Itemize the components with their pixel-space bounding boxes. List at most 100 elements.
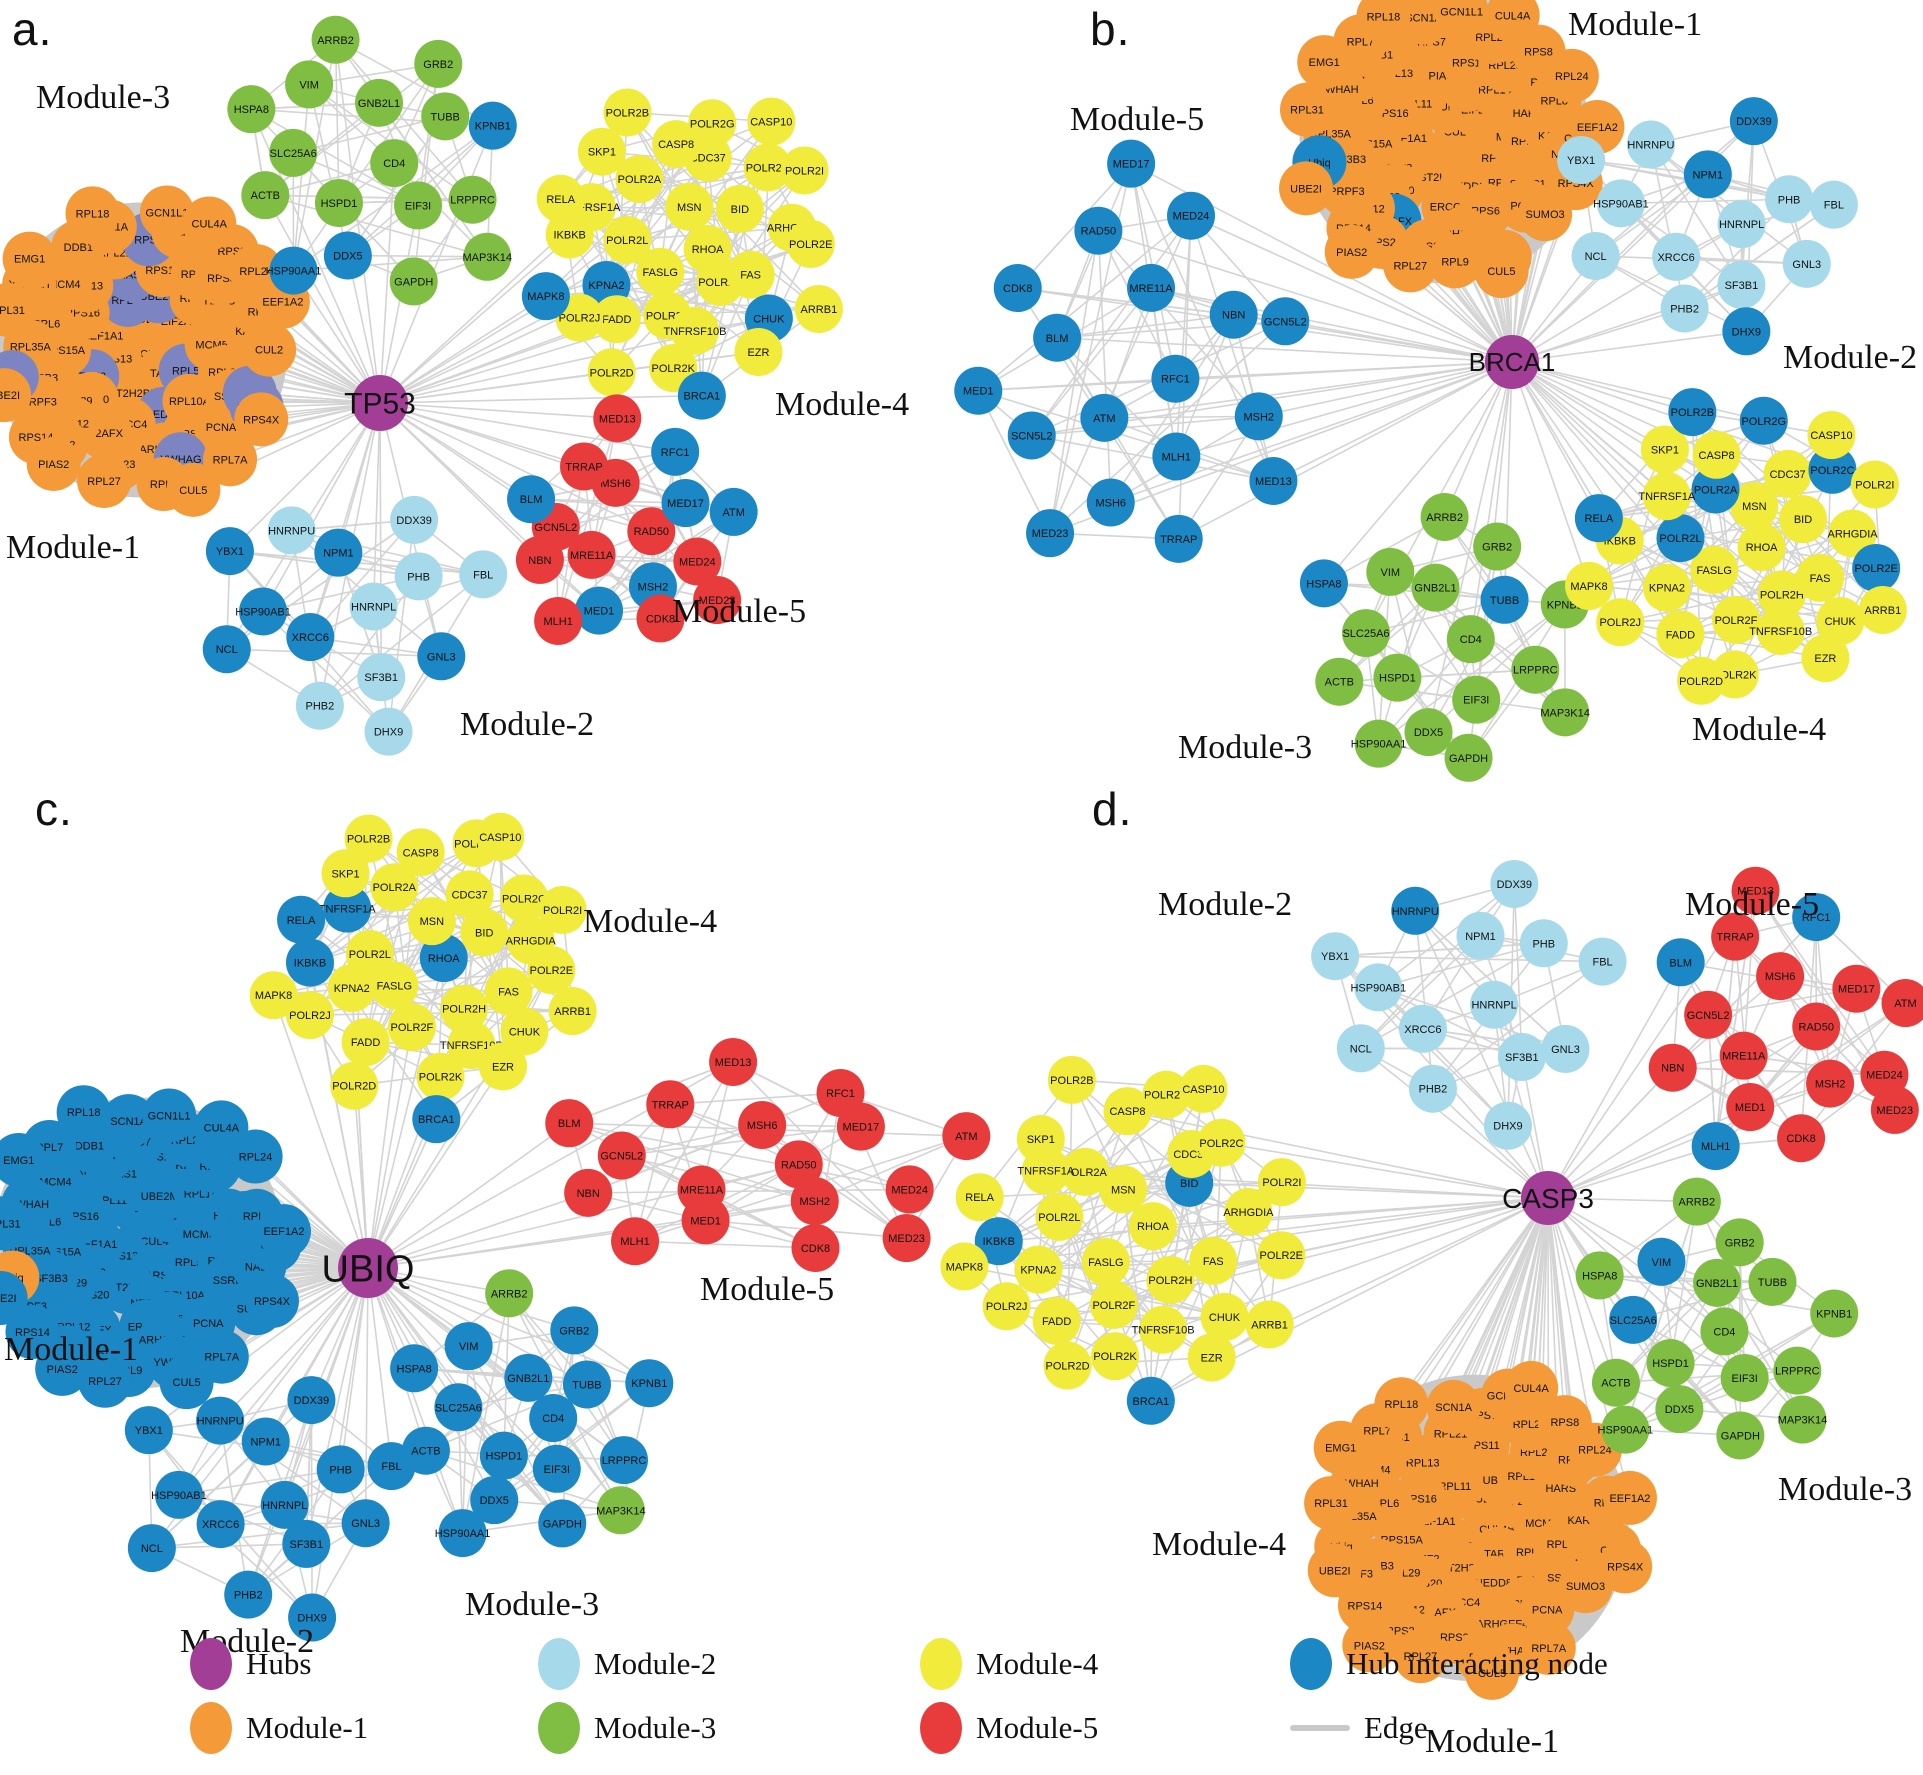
- node-DDX39[interactable]: [287, 1376, 336, 1425]
- node-POLR2F[interactable]: [1089, 1280, 1138, 1329]
- node-CHUK[interactable]: [500, 1007, 549, 1056]
- node-RPL18[interactable]: [65, 186, 120, 241]
- node-POLR2H[interactable]: [1757, 570, 1806, 619]
- node-ATM[interactable]: [1881, 979, 1923, 1028]
- node-DHX9[interactable]: [1722, 307, 1771, 356]
- node-DHX9[interactable]: [288, 1593, 337, 1642]
- node-CASP10[interactable]: [1179, 1064, 1228, 1113]
- node-SLC25A6[interactable]: [1342, 609, 1391, 658]
- node-ACTB[interactable]: [401, 1426, 450, 1475]
- hub-UBIQ[interactable]: [338, 1238, 398, 1298]
- node-NCL[interactable]: [1571, 231, 1620, 280]
- node-POLR2E[interactable]: [1257, 1231, 1306, 1280]
- node-GCN5L2[interactable]: [1261, 297, 1310, 346]
- node-POLR2J[interactable]: [285, 991, 334, 1040]
- node-TNFRSF1A[interactable]: [1642, 472, 1691, 521]
- node-RPL9[interactable]: [1428, 234, 1483, 289]
- node-HSP90AA1[interactable]: [269, 246, 318, 295]
- node-XRCC6[interactable]: [1652, 232, 1701, 281]
- node-IKBKB[interactable]: [974, 1217, 1023, 1266]
- node-MED17[interactable]: [1107, 139, 1156, 188]
- node-MED1[interactable]: [954, 366, 1003, 415]
- node-MSN[interactable]: [1730, 481, 1779, 530]
- node-TUBB[interactable]: [1748, 1257, 1797, 1306]
- node-NCL[interactable]: [1336, 1024, 1385, 1073]
- node-GAPDH[interactable]: [1444, 733, 1493, 782]
- node-GCN1L1[interactable]: [1434, 0, 1489, 39]
- node-KPNB1[interactable]: [625, 1359, 674, 1408]
- node-LRPPRC[interactable]: [448, 175, 497, 224]
- node-CUL5[interactable]: [1465, 1645, 1520, 1700]
- node-HNRNPU[interactable]: [1391, 886, 1440, 935]
- node-DDX39[interactable]: [1490, 859, 1539, 908]
- node-SKP1[interactable]: [577, 127, 626, 176]
- node-SCN1A[interactable]: [101, 1094, 156, 1149]
- node-NPM1[interactable]: [241, 1417, 290, 1466]
- node-POLR2F[interactable]: [387, 1003, 436, 1052]
- node-MED23[interactable]: [882, 1214, 931, 1263]
- node-RPL18[interactable]: [1356, 0, 1411, 44]
- node-MRE11A[interactable]: [1127, 263, 1176, 312]
- node-TUBB[interactable]: [421, 92, 470, 141]
- node-GNL3[interactable]: [1541, 1024, 1590, 1073]
- node-HNRNPL[interactable]: [1717, 200, 1766, 249]
- node-RPL27[interactable]: [77, 453, 132, 508]
- node-RPL31[interactable]: [1279, 82, 1334, 137]
- node-EZR[interactable]: [1187, 1333, 1236, 1382]
- node-POLR2C[interactable]: [1808, 445, 1857, 494]
- node-HSP90AA1[interactable]: [1601, 1405, 1650, 1454]
- node-POLR2D[interactable]: [1677, 656, 1726, 705]
- node-RPL27[interactable]: [1383, 238, 1438, 293]
- node-MSH2[interactable]: [790, 1177, 839, 1226]
- node-ARHGDIA[interactable]: [1224, 1188, 1273, 1237]
- node-RPS14[interactable]: [1337, 1578, 1392, 1633]
- node-ATM[interactable]: [709, 487, 758, 536]
- node-CUL5[interactable]: [159, 1355, 214, 1410]
- node-EMG1[interactable]: [1297, 35, 1352, 90]
- node-GRB2[interactable]: [1473, 522, 1522, 571]
- node-EMG1[interactable]: [0, 1133, 46, 1187]
- node-LRPPRC[interactable]: [1511, 645, 1560, 694]
- node-EIF3I[interactable]: [1720, 1353, 1769, 1402]
- node-HNRNPL[interactable]: [1470, 980, 1519, 1029]
- node-RELA[interactable]: [277, 895, 326, 944]
- node-RPL24[interactable]: [1544, 48, 1599, 103]
- node-FADD[interactable]: [592, 295, 641, 344]
- node-MED17[interactable]: [661, 479, 710, 528]
- node-ARRB2[interactable]: [311, 15, 360, 64]
- node-ARRB1[interactable]: [1858, 586, 1907, 635]
- node-BLM[interactable]: [1656, 938, 1705, 987]
- node-EEF1A2[interactable]: [1602, 1470, 1657, 1525]
- node-POLR2G[interactable]: [1739, 396, 1788, 445]
- node-MLH1[interactable]: [1152, 432, 1201, 481]
- node-CHUK[interactable]: [1200, 1292, 1249, 1341]
- node-DHX9[interactable]: [1483, 1101, 1532, 1150]
- node-SKP1[interactable]: [1640, 425, 1689, 474]
- node-CASP10[interactable]: [476, 812, 525, 861]
- node-RAD50[interactable]: [1074, 206, 1123, 255]
- node-MED1[interactable]: [681, 1196, 730, 1245]
- node-GAPDH[interactable]: [389, 257, 438, 306]
- node-POLR2F[interactable]: [1711, 595, 1760, 644]
- node-CDC37[interactable]: [1763, 449, 1812, 498]
- node-POLR2A[interactable]: [615, 155, 664, 204]
- hub-TP53[interactable]: [352, 375, 408, 431]
- node-BID[interactable]: [460, 908, 509, 957]
- node-EIF3I[interactable]: [1452, 675, 1501, 724]
- node-FAS[interactable]: [484, 967, 533, 1016]
- node-NPM1[interactable]: [314, 528, 363, 577]
- node-NBN[interactable]: [1648, 1043, 1697, 1092]
- node-MAP3K14[interactable]: [596, 1486, 645, 1535]
- node-CD4[interactable]: [1446, 615, 1495, 664]
- node-YBX1[interactable]: [1311, 932, 1360, 981]
- node-EEF1A2[interactable]: [256, 1204, 311, 1259]
- node-RHOA[interactable]: [419, 934, 468, 983]
- hub-CASP3[interactable]: [1521, 1171, 1575, 1225]
- node-TNFRSF10B[interactable]: [1756, 606, 1805, 655]
- node-CDK8[interactable]: [1777, 1114, 1826, 1163]
- node-CUL4A[interactable]: [194, 1100, 249, 1155]
- node-KPNA2[interactable]: [327, 964, 376, 1013]
- node-MED24[interactable]: [885, 1165, 934, 1214]
- node-YBX1[interactable]: [124, 1406, 173, 1455]
- node-POLR2C[interactable]: [1197, 1118, 1246, 1167]
